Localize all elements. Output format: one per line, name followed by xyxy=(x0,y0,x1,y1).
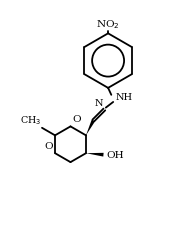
Text: CH$_3$: CH$_3$ xyxy=(20,115,41,127)
Text: O: O xyxy=(44,142,53,151)
Text: NO$_2$: NO$_2$ xyxy=(96,18,120,31)
Polygon shape xyxy=(86,120,95,135)
Text: O: O xyxy=(73,115,81,124)
Polygon shape xyxy=(86,153,104,157)
Text: NH: NH xyxy=(116,93,133,102)
Text: OH: OH xyxy=(106,150,124,160)
Text: N: N xyxy=(95,99,103,108)
